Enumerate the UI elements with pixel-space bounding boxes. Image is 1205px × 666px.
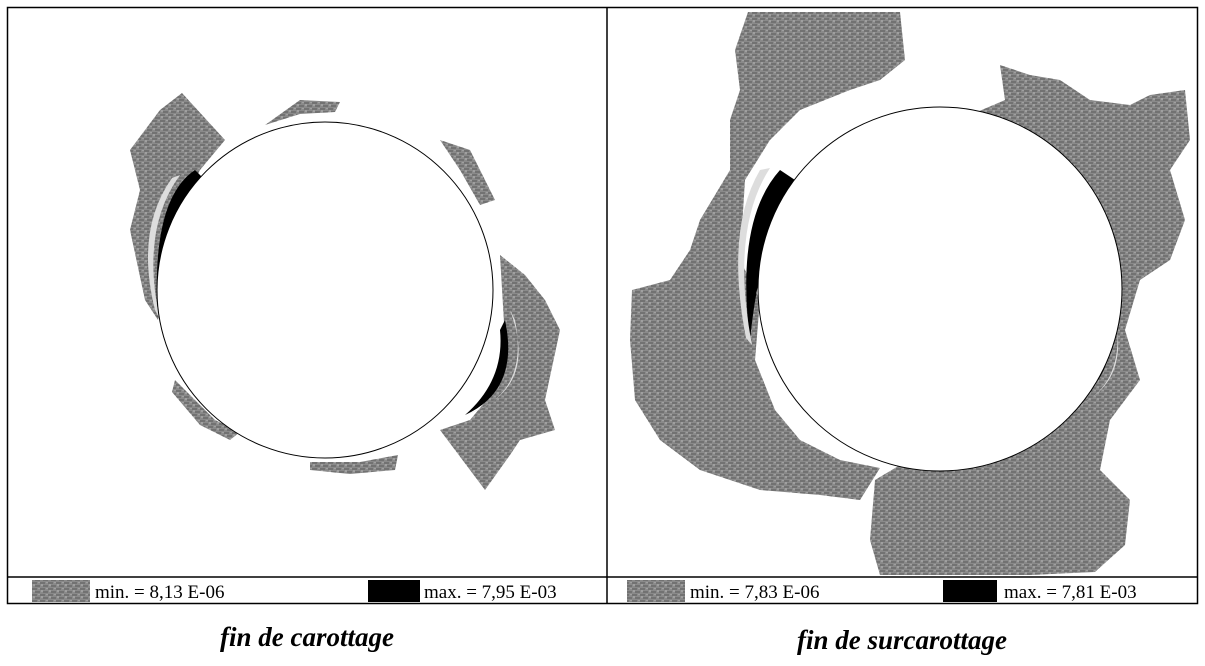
- left-panel-image: [130, 93, 560, 490]
- max-swatch: [943, 580, 997, 602]
- panel-caption: fin de surcarottage: [797, 625, 1007, 655]
- panel-caption: fin de carottage: [220, 622, 394, 652]
- legend-max: max. = 7,81 E-03: [1004, 582, 1137, 603]
- right-panel-image: [630, 12, 1190, 575]
- min-swatch: [627, 580, 685, 602]
- max-swatch: [368, 580, 420, 602]
- min-swatch: [32, 580, 90, 602]
- legend-max: max. = 7,95 E-03: [424, 582, 557, 603]
- legend-min: min. = 8,13 E-06: [95, 582, 224, 603]
- figure-frame: [6, 6, 1199, 605]
- legend-min: min. = 7,83 E-06: [690, 582, 819, 603]
